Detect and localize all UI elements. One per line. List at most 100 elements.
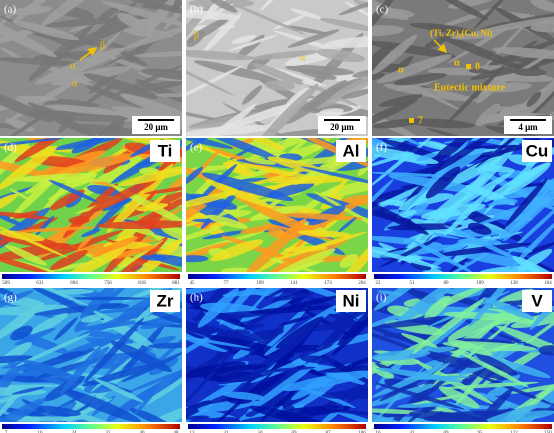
colorbar-tick-label: 31 [224,431,230,433]
panel-label: (b) [190,4,203,16]
grain [262,306,308,352]
grain [86,85,146,108]
grain [155,93,182,98]
grain [493,198,518,205]
grain [71,124,153,136]
grain [77,234,93,250]
panel-label: (f) [376,142,387,154]
grain [505,178,548,227]
grain [467,222,492,235]
grain [438,6,502,28]
grain [249,138,332,160]
element-box [336,290,366,312]
grain [69,151,147,204]
texture [372,138,554,272]
colorbar-tick-label: 138 [510,281,518,286]
grain [250,344,340,383]
grain [513,68,547,77]
grain [410,239,474,272]
texture [186,138,368,272]
grain [186,50,255,61]
grain [143,308,182,326]
grain [324,176,350,204]
grain [0,398,46,422]
colorbar-tick-label: 150 [544,431,552,433]
grain [54,317,78,341]
grain [210,239,264,262]
grain [415,152,439,162]
grain [80,320,142,330]
grain [324,229,368,272]
grain [325,406,368,422]
colorbar-tick-label: 69 [292,431,298,433]
grain [372,408,426,415]
grain [186,124,277,136]
colorbar-tick-label: 42 [410,431,416,433]
grain [341,89,368,99]
colorbar-tick-label: 694 [70,281,78,286]
grain [291,288,361,321]
grain [77,31,121,74]
grain [485,125,553,136]
grain [244,218,307,272]
grain [352,69,368,78]
grain [31,405,81,417]
grain [0,359,25,415]
grain [208,0,238,13]
grain [290,8,323,20]
grain [134,393,154,414]
grain [442,341,537,352]
element-label: Ni [343,291,360,310]
grain [287,29,340,48]
grain [186,138,234,149]
grain [412,394,465,405]
grain [283,295,341,310]
grain [509,218,554,270]
grain [279,315,311,326]
grain [59,345,102,396]
grain [424,37,446,49]
annotation: α [398,64,404,75]
grain [128,407,172,422]
grain [285,64,355,76]
grain [474,138,552,169]
element-label: Al [343,141,360,160]
scale-bar-label: 20 μm [330,122,354,132]
grain [286,25,328,35]
grain [143,184,182,195]
colorbar-tick-label: 109 [476,281,484,286]
grain [474,352,518,376]
colorbar [2,424,180,429]
grain [372,44,393,71]
grain [160,225,182,242]
grain [376,54,452,84]
panel-label: (a) [4,4,17,16]
grain [250,366,316,374]
grain [58,247,127,272]
grain [499,178,554,240]
grain [396,210,417,219]
grain [252,83,319,136]
grain [88,177,158,213]
element-box [522,290,552,312]
grain [12,20,80,41]
colorbar-tick-label: 7 [5,431,8,433]
grain [526,91,542,107]
arrow [433,39,448,54]
grain [372,324,422,353]
grain [147,342,182,349]
grain [134,0,182,11]
grain [313,191,368,235]
grain [186,166,204,185]
grain [378,94,423,107]
grain [13,0,59,23]
colorbar-tick-label: 24 [72,431,78,433]
annotation: α [454,57,460,68]
grain [83,317,144,384]
grain [0,211,51,220]
grain [118,322,166,378]
colorbar-tick-label: 173 [324,281,332,286]
annotation: Eutectic mixture [434,82,506,93]
texture [372,288,554,422]
element-box [336,140,366,162]
